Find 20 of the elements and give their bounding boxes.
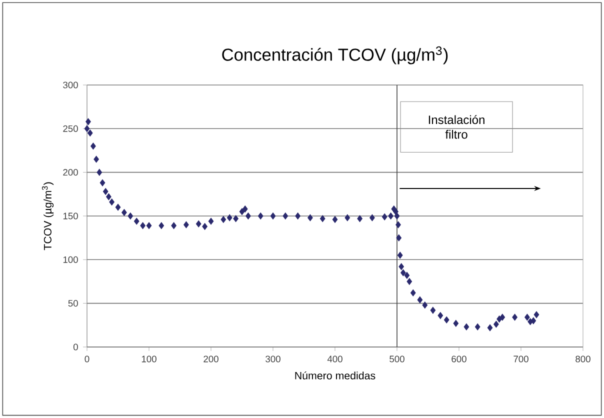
- x-axis-title: Número medidas: [295, 371, 376, 380]
- y-tick-label: 200: [63, 169, 78, 176]
- chart-title: Concentración TCOV (µg/m$^{3}$): [222, 46, 448, 64]
- x-tick-label: 100: [142, 356, 156, 362]
- y-axis-title: TCOV (µg/m$^{3}$): [42, 182, 54, 250]
- x-tick-label: 500: [390, 356, 404, 362]
- x-tick-label: 700: [514, 356, 528, 362]
- y-tick-label: 50: [68, 300, 78, 307]
- x-tick-label: 800: [576, 356, 590, 362]
- y-tick-label: 0: [73, 344, 78, 350]
- x-tick-label: 400: [327, 356, 342, 362]
- x-tick-label: 200: [204, 356, 218, 362]
- x-tick-label: 0: [84, 356, 90, 362]
- y-tick-label: 250: [63, 125, 78, 132]
- y-tick-label: 300: [63, 82, 78, 88]
- annotation: Instalación filtro: [428, 115, 484, 139]
- x-tick-label: 600: [452, 356, 466, 362]
- x-tick-label: 300: [266, 356, 280, 362]
- y-tick-label: 100: [63, 256, 78, 263]
- y-tick-label: 150: [63, 212, 78, 220]
